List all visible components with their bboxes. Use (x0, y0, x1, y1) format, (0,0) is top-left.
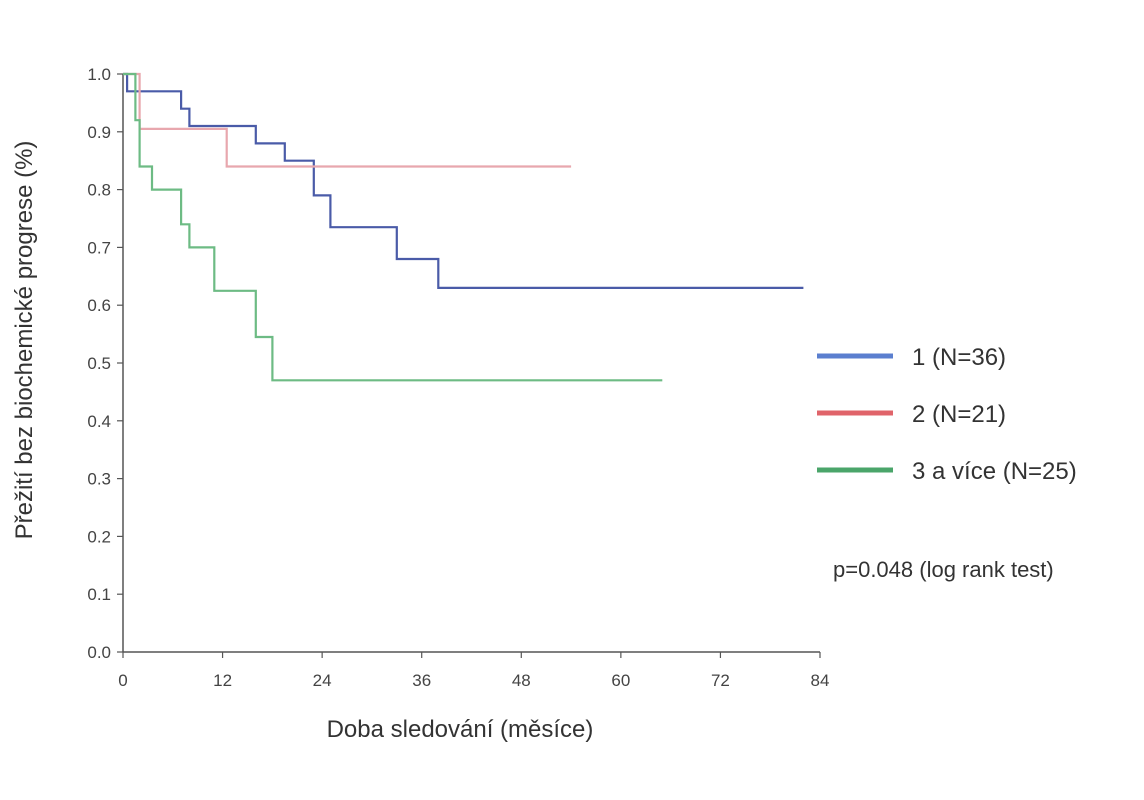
x-tick-label: 60 (611, 671, 630, 690)
y-tick-label: 0.9 (87, 123, 111, 142)
y-tick-label: 0.0 (87, 643, 111, 662)
series-line-2 (123, 72, 572, 168)
legend-label-3: 3 a více (N=25) (912, 458, 1077, 485)
x-tick-label: 12 (213, 671, 232, 690)
x-ticks: 0 12 24 36 48 60 72 84 (118, 652, 829, 690)
x-tick-label: 0 (118, 671, 127, 690)
y-tick-label: 0.2 (87, 527, 111, 546)
y-tick-label: 0.8 (87, 181, 111, 200)
x-tick-label: 72 (711, 671, 730, 690)
series-group (123, 72, 804, 382)
y-tick-label: 0.1 (87, 585, 111, 604)
p-value-annotation: p=0.048 (log rank test) (833, 557, 1054, 582)
x-tick-label: 36 (412, 671, 431, 690)
series-line-3 (123, 72, 663, 382)
y-tick-label: 0.4 (87, 412, 111, 431)
legend: 1 (N=36) 2 (N=21) 3 a více (N=25) (817, 344, 1077, 485)
y-tick-label: 0.5 (87, 354, 111, 373)
y-tick-label: 0.7 (87, 238, 111, 257)
series-line-1 (123, 72, 804, 289)
x-tick-label: 48 (512, 671, 531, 690)
x-tick-label: 24 (313, 671, 332, 690)
x-axis-title: Doba sledování (měsíce) (327, 716, 594, 743)
x-tick-label: 84 (811, 671, 830, 690)
y-tick-label: 1.0 (87, 65, 111, 84)
y-ticks: 0.0 0.1 0.2 0.3 0.4 0.5 0.6 0.7 0.8 0.9 1.0 (87, 65, 123, 662)
y-axis-title: Přežití bez biochemické progrese (%) (11, 141, 38, 540)
y-tick-label: 0.3 (87, 470, 111, 489)
y-tick-label: 0.6 (87, 296, 111, 315)
legend-label-2: 2 (N=21) (912, 401, 1006, 428)
legend-label-1: 1 (N=36) (912, 344, 1006, 371)
